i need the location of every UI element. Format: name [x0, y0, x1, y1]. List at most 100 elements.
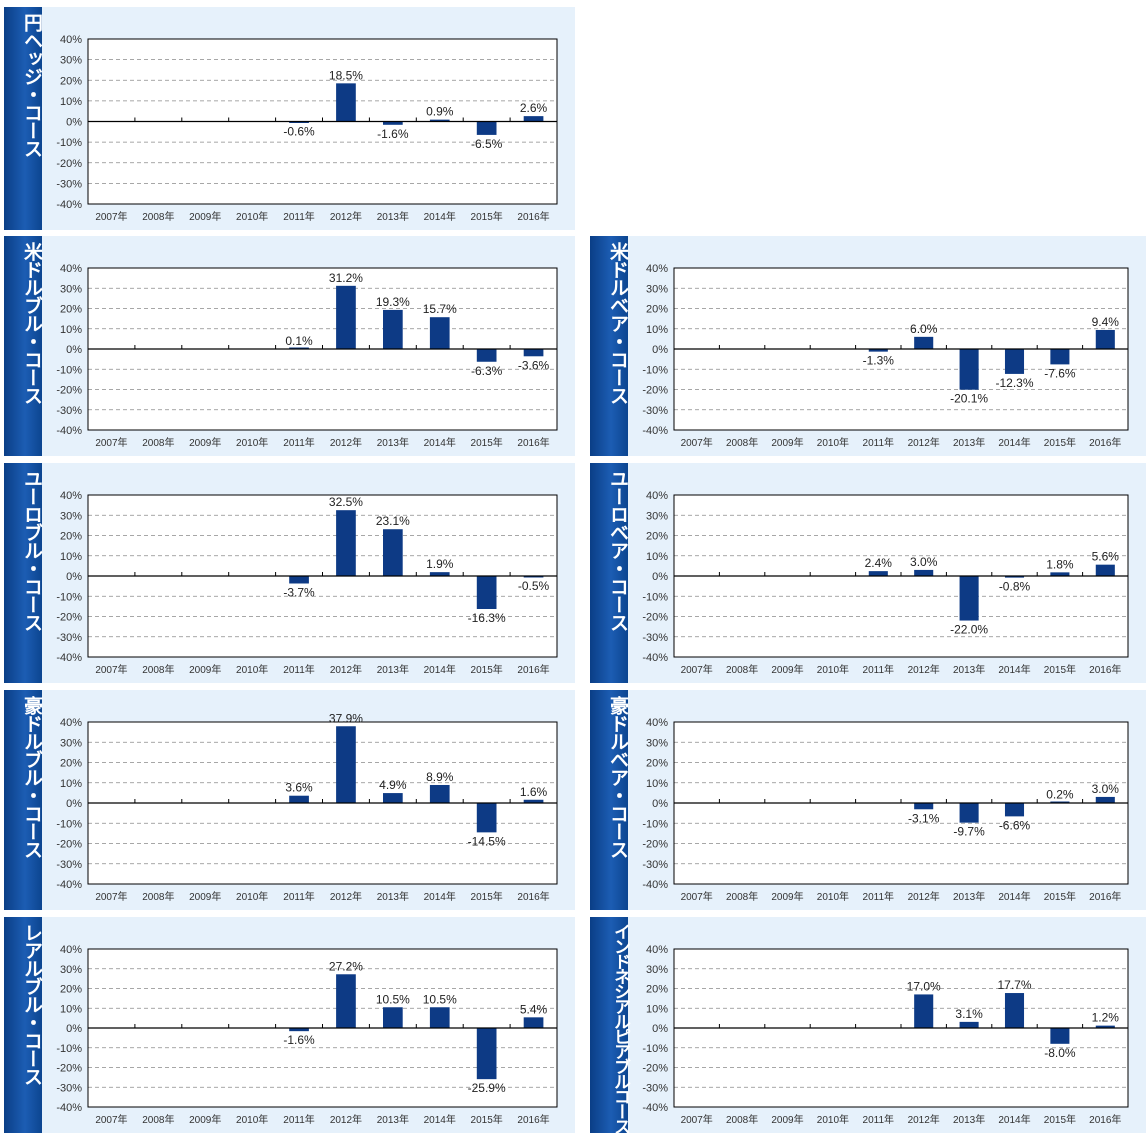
- x-tick-label: 2009年: [771, 890, 803, 903]
- y-tick-label: 40%: [60, 34, 82, 46]
- panel-title: 米ドルベア・コース: [607, 242, 629, 404]
- y-tick-label: 30%: [60, 55, 82, 67]
- x-tick-label: 2008年: [142, 210, 174, 223]
- y-tick-label: 40%: [646, 490, 668, 502]
- bar: [1050, 801, 1070, 803]
- x-tick-label: 2013年: [953, 436, 985, 449]
- bar: [1095, 329, 1115, 349]
- data-label: 0.2%: [1046, 788, 1074, 802]
- y-tick-label: 10%: [60, 551, 82, 563]
- y-tick-label: 40%: [60, 717, 82, 729]
- y-tick-label: -30%: [642, 859, 668, 871]
- x-tick-label: 2007年: [95, 663, 127, 676]
- x-tick-label: 2012年: [330, 1113, 362, 1126]
- y-tick-label: -40%: [642, 425, 668, 437]
- y-tick-label: 0%: [652, 798, 668, 810]
- x-tick-label: 2009年: [189, 436, 221, 449]
- x-tick-label: 2013年: [377, 663, 409, 676]
- plot-frame: [673, 721, 1129, 885]
- y-tick-label: -40%: [642, 879, 668, 891]
- x-tick-label: 2014年: [998, 436, 1030, 449]
- panel-title-bar: ユーロベア・コース: [590, 463, 629, 683]
- x-tick-label: 2015年: [471, 663, 503, 676]
- bar: [476, 121, 497, 135]
- y-tick-label: 20%: [646, 304, 668, 316]
- x-tick-label: 2014年: [998, 1113, 1030, 1126]
- bar-chart-yen-hedge: 40% 30% 20% 10% 0% -10% -20% -30% -40% 2007年 2008年…: [56, 34, 558, 223]
- y-tick-label: -20%: [642, 385, 668, 397]
- x-tick-label: 2013年: [953, 663, 985, 676]
- y-tick-label: -30%: [56, 632, 82, 644]
- data-label: -6.6%: [999, 818, 1031, 832]
- bar: [868, 349, 888, 352]
- y-tick-label: -30%: [642, 632, 668, 644]
- data-label: 1.9%: [426, 557, 454, 571]
- x-tick-label: 2012年: [908, 436, 940, 449]
- data-label: 6.0%: [910, 322, 938, 336]
- x-tick-label: 2011年: [863, 890, 895, 903]
- data-label: 10.5%: [376, 992, 410, 1006]
- bar: [476, 803, 497, 833]
- bar: [523, 799, 544, 803]
- bar: [429, 572, 450, 576]
- plot-frame: [87, 38, 558, 205]
- bar: [336, 83, 356, 122]
- bar: [914, 803, 934, 810]
- x-tick-label: 2008年: [142, 436, 174, 449]
- bar-chart-usd-bull: 40% 30% 20% 10% 0% -10% -20% -30% -40% 2007年 2008年…: [56, 263, 558, 449]
- data-label: -0.6%: [283, 125, 315, 139]
- y-tick-label: -10%: [56, 364, 82, 376]
- y-tick-label: 10%: [60, 324, 82, 336]
- x-tick-label: 2010年: [236, 210, 268, 223]
- x-tick-label: 2009年: [189, 663, 221, 676]
- data-label: -22.0%: [950, 623, 988, 637]
- panel-title-bar: レアルブル・コース: [4, 917, 43, 1133]
- panel-title-bar: ユーロブル・コース: [4, 463, 43, 683]
- y-tick-label: 40%: [60, 263, 82, 275]
- y-tick-label: -40%: [56, 652, 82, 664]
- x-tick-label: 2013年: [377, 1113, 409, 1126]
- plot-frame: [87, 948, 558, 1108]
- y-tick-label: -20%: [642, 612, 668, 624]
- x-tick-label: 2007年: [95, 890, 127, 903]
- data-label: -25.9%: [468, 1081, 506, 1095]
- data-label: 3.0%: [1092, 782, 1120, 796]
- panel-aud-bull: 豪ドルブル・コース 40% 30% 20% 10% 0% -10% -20% -30% -40%…: [4, 690, 575, 910]
- y-tick-label: 20%: [60, 304, 82, 316]
- x-tick-label: 2013年: [377, 210, 409, 223]
- panel-usd-bear: 米ドルベア・コース 40% 30% 20% 10% 0% -10% -20% -30% -40%…: [590, 236, 1146, 456]
- bar: [914, 994, 934, 1028]
- x-tick-label: 2007年: [681, 436, 713, 449]
- bar: [1004, 993, 1025, 1028]
- data-label: 5.6%: [1092, 550, 1120, 564]
- y-tick-label: 0%: [66, 117, 82, 129]
- panel-title: ユーロベア・コース: [607, 469, 629, 631]
- data-label: -0.5%: [518, 579, 550, 593]
- data-label: 2.4%: [865, 556, 893, 570]
- data-label: 17.0%: [907, 979, 941, 993]
- bar: [336, 285, 356, 349]
- data-label: -3.1%: [908, 811, 940, 825]
- data-label: 1.8%: [1046, 557, 1074, 571]
- x-tick-label: 2011年: [863, 1113, 895, 1126]
- data-label: -1.6%: [377, 127, 409, 141]
- x-tick-label: 2011年: [863, 436, 895, 449]
- data-label: 17.7%: [997, 978, 1031, 992]
- x-tick-label: 2015年: [1044, 663, 1076, 676]
- bar: [1095, 796, 1115, 803]
- x-tick-label: 2016年: [1089, 436, 1121, 449]
- x-tick-label: 2007年: [95, 436, 127, 449]
- panel-title: 円ヘッジ・コース: [21, 13, 43, 157]
- y-tick-label: 0%: [66, 571, 82, 583]
- x-tick-label: 2009年: [189, 890, 221, 903]
- x-tick-label: 2008年: [142, 890, 174, 903]
- data-label: 3.6%: [285, 781, 313, 795]
- x-tick-label: 2014年: [424, 1113, 456, 1126]
- y-tick-label: 30%: [646, 737, 668, 749]
- data-label: -9.7%: [953, 825, 985, 839]
- x-tick-label: 2014年: [424, 663, 456, 676]
- bar: [1050, 572, 1070, 576]
- y-tick-label: -10%: [56, 1043, 82, 1055]
- y-tick-label: 0%: [652, 1023, 668, 1035]
- y-tick-label: -10%: [56, 591, 82, 603]
